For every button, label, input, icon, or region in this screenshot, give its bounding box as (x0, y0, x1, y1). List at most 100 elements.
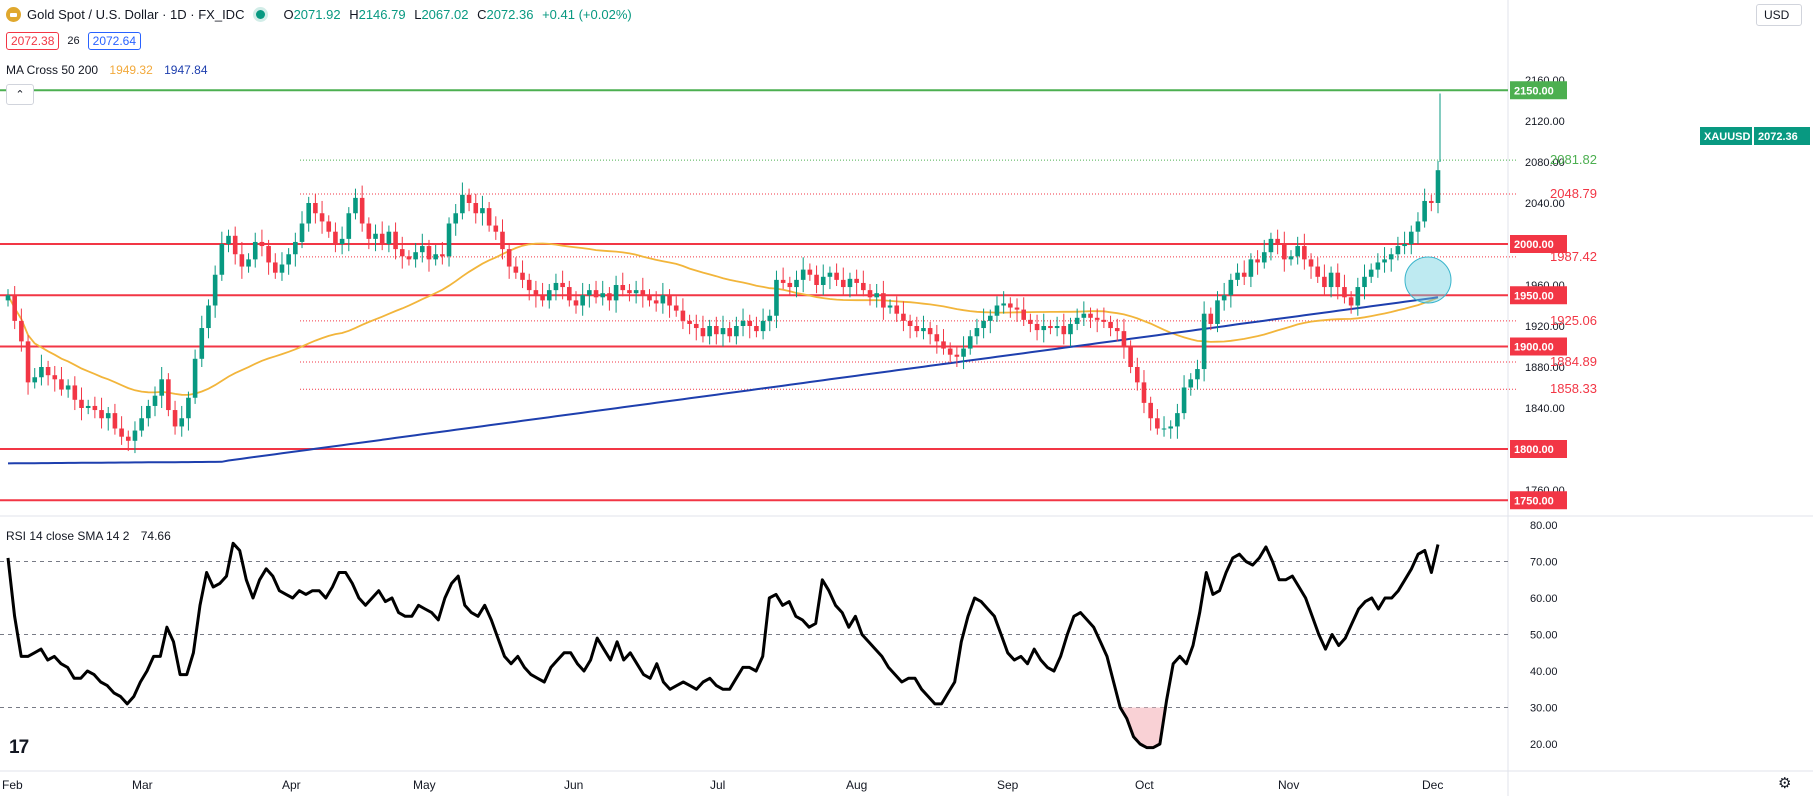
candle-body (1181, 387, 1187, 414)
level-badge (1510, 491, 1567, 510)
candle-body (787, 282, 793, 288)
bid-price-button[interactable]: 2072.38 (6, 32, 60, 50)
high-value: 2146.79 (358, 6, 406, 22)
candle-body (767, 315, 773, 321)
candle-body (954, 354, 960, 357)
candle-body (212, 274, 218, 306)
candle-body (600, 293, 606, 298)
candle-body (794, 279, 799, 288)
price-tick-label: 2120.00 (1525, 116, 1565, 128)
candle-body (353, 197, 358, 214)
candle-body (433, 254, 438, 260)
candle-body (272, 262, 278, 273)
rsi-tick-label: 40.00 (1530, 666, 1558, 678)
candle-body (774, 279, 779, 316)
candle-body (306, 203, 312, 224)
candle-body (714, 326, 719, 335)
candle-body (339, 238, 345, 244)
candle-body (373, 233, 378, 239)
candle-body (252, 241, 258, 260)
candle-body (814, 274, 819, 285)
candle-body (1034, 323, 1040, 331)
candle-body (994, 305, 1000, 316)
candle-body (206, 305, 211, 329)
candle-body (567, 287, 572, 301)
level-label: 2000.00 (1514, 239, 1554, 251)
candle-body (453, 213, 459, 224)
candle-body (1108, 321, 1113, 329)
candle-body (1141, 382, 1147, 403)
level-badge (1510, 286, 1567, 305)
candle-body (981, 320, 986, 329)
ask-price-button[interactable]: 2072.64 (87, 32, 142, 50)
candle-body (1028, 319, 1033, 324)
candle-body (526, 279, 532, 291)
candle-body (1402, 244, 1407, 247)
candle-body (1195, 369, 1200, 380)
candle-body (1388, 254, 1394, 260)
level-badge (1510, 235, 1567, 253)
candle-body (1155, 418, 1160, 429)
candle-body (1315, 266, 1321, 277)
rsi-tick-label: 20.00 (1530, 739, 1558, 751)
candle-body (840, 279, 846, 288)
gear-icon[interactable]: ⚙ (1778, 775, 1792, 792)
price-tick-label: 1840.00 (1525, 403, 1565, 415)
ma-cross-legend[interactable]: MA Cross 50 200 1949.32 1947.84 (6, 63, 208, 77)
candle-body (847, 278, 853, 288)
candle-body (486, 208, 492, 226)
candle-body (1215, 300, 1220, 324)
level-badge (1510, 81, 1567, 100)
candle-body (1308, 259, 1314, 267)
candle-body (25, 341, 31, 383)
rsi-legend[interactable]: RSI 14 close SMA 14 2 74.66 (6, 529, 171, 543)
candle-body (740, 320, 746, 326)
candle-body (45, 367, 51, 376)
candle-body (1074, 317, 1080, 324)
open-key: O (283, 6, 294, 22)
candle-body (653, 300, 659, 304)
price-tick-label: 2040.00 (1525, 198, 1565, 210)
candle-body (961, 348, 966, 357)
candle-body (333, 231, 338, 244)
low-key: L (414, 6, 422, 22)
candle-body (934, 334, 940, 342)
candle-body (520, 272, 525, 280)
candle-body (967, 336, 973, 349)
candle-body (393, 231, 398, 250)
candle-body (1061, 326, 1067, 335)
candle-body (553, 282, 559, 291)
candle-body (613, 285, 619, 301)
collapse-indicators-button[interactable]: ⌃ (6, 84, 34, 105)
candle-body (1014, 307, 1020, 310)
candle-body (707, 326, 712, 337)
candle-body (1328, 272, 1334, 288)
currency-selector[interactable]: USD (1756, 4, 1802, 26)
symbol-title[interactable]: Gold Spot / U.S. Dollar · 1D · FX_IDC (27, 6, 245, 22)
candle-body (1282, 244, 1287, 260)
candle-body (760, 320, 766, 332)
candle-body (633, 290, 639, 294)
rsi-label: RSI 14 close SMA 14 2 (6, 529, 130, 543)
symbol-badge (1700, 127, 1752, 145)
candle-body (279, 264, 285, 273)
candle-body (874, 293, 879, 298)
candle-body (1094, 317, 1100, 320)
candle-body (419, 246, 425, 253)
candle-body (366, 223, 372, 239)
candle-body (680, 310, 686, 321)
candle-body (359, 197, 365, 224)
candle-body (1054, 326, 1060, 329)
close-key: C (477, 6, 487, 22)
price-tick-label: 2080.00 (1525, 157, 1565, 169)
candle-body (1235, 272, 1240, 280)
candle-body (693, 323, 699, 329)
candle-body (446, 223, 452, 257)
candle-body (673, 305, 679, 311)
candle-body (1001, 303, 1006, 306)
time-tick-label: Aug (846, 778, 867, 792)
rsi-line (6, 541, 1440, 750)
candle-body (179, 418, 185, 427)
candle-body (620, 285, 626, 291)
